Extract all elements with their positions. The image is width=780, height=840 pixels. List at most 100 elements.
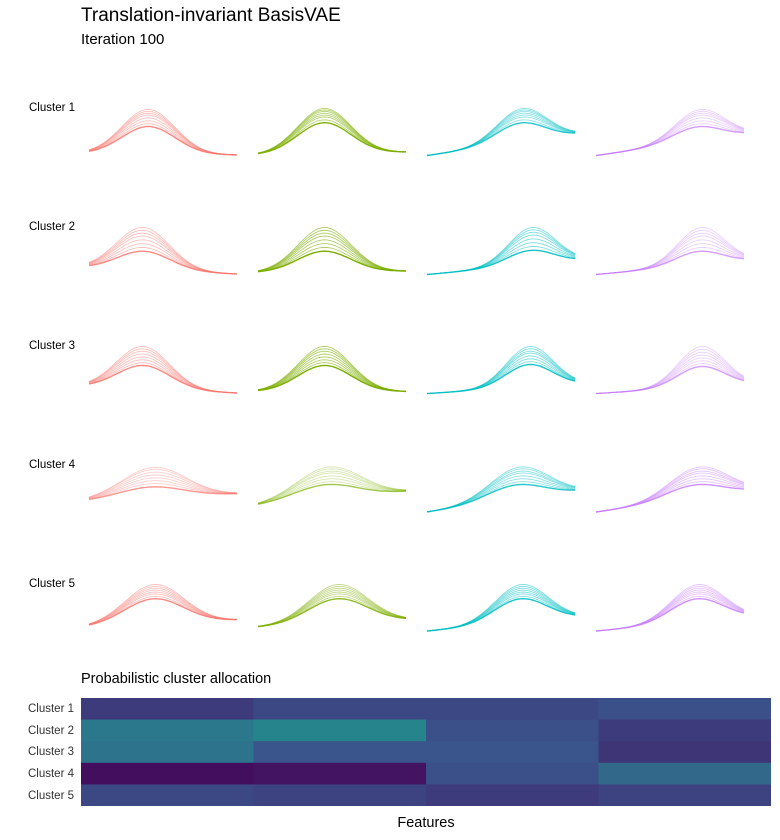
curve-line — [426, 108, 576, 156]
curve-line — [595, 226, 745, 275]
curve-panel-r3-c1 — [88, 346, 238, 394]
curve-line — [88, 486, 237, 500]
curve-line — [88, 356, 238, 394]
curve-panel-r5-c3 — [426, 583, 576, 632]
curve-line — [88, 364, 238, 394]
curve-line — [257, 359, 407, 392]
curve-line — [426, 352, 576, 394]
curve-line — [257, 597, 407, 628]
curve-line — [426, 114, 576, 156]
curve-line — [595, 110, 745, 156]
curve-line — [257, 107, 407, 154]
curve-line — [88, 227, 238, 275]
curve-line — [257, 483, 407, 505]
heatmap-cell-r3-c1 — [81, 741, 254, 764]
curve-line — [88, 471, 238, 498]
curve-line — [426, 593, 576, 632]
curve-line — [88, 595, 238, 626]
curve-line — [426, 238, 576, 275]
curve-line — [88, 112, 238, 156]
heatmap-cell-r4-c1 — [81, 762, 254, 785]
curve-line — [88, 597, 237, 626]
curve-line — [257, 591, 407, 627]
curve-line — [426, 110, 576, 156]
curve-panel-r5-c1 — [88, 583, 238, 626]
curve-line — [88, 474, 237, 499]
curve-line — [426, 116, 576, 156]
curve-line — [426, 483, 575, 513]
curve-line — [88, 250, 238, 275]
curve-line — [595, 357, 745, 394]
curve-line — [426, 122, 576, 157]
curve-line — [595, 348, 745, 394]
curve-panel-r2-c4 — [595, 226, 745, 276]
heatmap-row-label-3: Cluster 3 — [27, 746, 74, 758]
curve-line — [88, 346, 238, 394]
curve-line — [88, 108, 238, 156]
curve-line — [88, 350, 238, 394]
curve-line — [88, 114, 238, 156]
curve-line — [595, 472, 745, 513]
curve-line — [595, 114, 745, 156]
curve-line — [88, 235, 238, 275]
heatmap-cell-r4-c2 — [253, 762, 427, 785]
curve-line — [595, 229, 745, 275]
curve-line — [426, 112, 576, 156]
curve-line — [88, 591, 238, 625]
curve-line — [426, 481, 575, 513]
curve-line — [595, 120, 745, 156]
curve-line — [88, 587, 238, 625]
curve-line — [595, 466, 745, 513]
heatmap-cell-r3-c3 — [426, 741, 599, 764]
curve-panel-r4-c1 — [88, 466, 238, 500]
row-label-5: Cluster 5 — [29, 578, 76, 590]
curve-line — [595, 250, 745, 276]
heatmap-row-label-4: Cluster 4 — [27, 768, 74, 780]
curve-line — [426, 242, 576, 275]
curve-line — [595, 351, 745, 394]
row-label-3: Cluster 3 — [29, 340, 76, 352]
curve-line — [257, 226, 407, 272]
curve-line — [595, 239, 745, 275]
row-label-1: Cluster 1 — [29, 102, 76, 114]
curve-panel-r3-c4 — [595, 345, 745, 395]
curve-line — [595, 108, 745, 156]
curve-line — [88, 243, 238, 275]
curve-line — [595, 595, 745, 632]
heatmap-cell-r2-c1 — [81, 719, 254, 742]
heatmap-cell-r3-c2 — [253, 741, 427, 764]
curve-line — [595, 583, 745, 632]
curve-line — [88, 125, 237, 156]
curve-line — [426, 345, 576, 394]
curve-line — [595, 591, 745, 632]
curve-panel-r4-c2 — [257, 466, 407, 505]
heatmap-cell-r1-c3 — [426, 698, 599, 721]
curve-line — [426, 119, 576, 156]
curve-line — [88, 480, 237, 500]
heatmap-row-label-2: Cluster 2 — [27, 725, 74, 737]
curve-line — [88, 468, 238, 498]
curve-line — [426, 466, 576, 513]
curve-line — [426, 478, 576, 513]
curve-line — [88, 117, 238, 156]
heatmap-cell-r4-c3 — [426, 762, 599, 785]
curve-line — [426, 348, 576, 394]
curve-panel-r1-c3 — [426, 108, 576, 157]
curve-line — [595, 123, 745, 156]
curve-line — [595, 117, 745, 156]
curve-line — [88, 123, 237, 156]
curve-line — [88, 120, 238, 156]
curve-line — [88, 246, 238, 275]
curve-line — [257, 593, 407, 627]
curve-line — [88, 483, 237, 500]
curve-line — [88, 593, 237, 626]
curve-line — [595, 360, 745, 394]
row-label-2: Cluster 2 — [29, 221, 76, 233]
curve-line — [595, 587, 745, 632]
curve-line — [88, 353, 238, 394]
curve-line — [595, 232, 745, 275]
curve-panel-r2-c3 — [426, 226, 576, 276]
row-label-4: Cluster 4 — [29, 459, 76, 471]
curve-line — [88, 589, 237, 625]
heatmap-x-axis-label: Features — [397, 815, 455, 831]
